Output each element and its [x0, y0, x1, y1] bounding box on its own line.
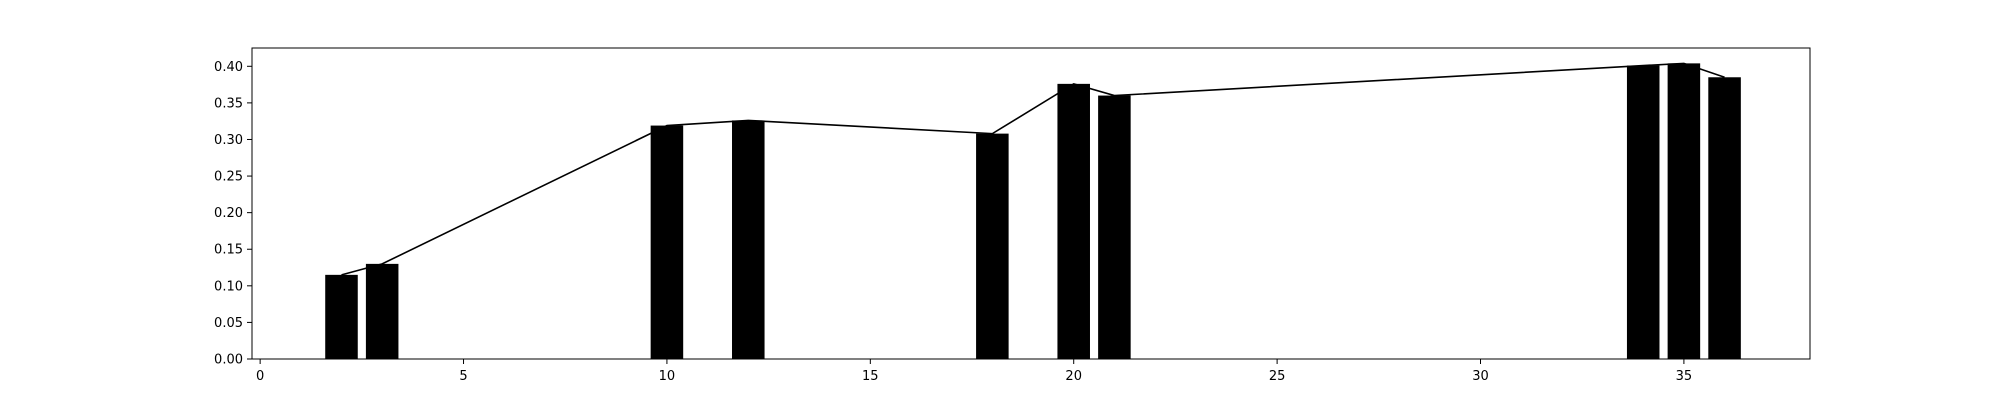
x-tick-label: 30	[1472, 369, 1489, 384]
y-tick-label: 0.35	[214, 96, 243, 111]
x-axis: 0 5 10 15 20 25 30 35	[256, 359, 1692, 384]
x-tick-label: 25	[1269, 369, 1286, 384]
trend-line	[341, 62, 1725, 276]
y-tick-label: 0.40	[214, 60, 243, 75]
plot-frame	[251, 47, 1811, 360]
bar	[1708, 77, 1741, 360]
x-tick-label: 10	[659, 369, 676, 384]
bar	[325, 274, 358, 359]
y-tick-label: 0.30	[214, 133, 243, 148]
bar	[1057, 83, 1090, 360]
bar	[976, 133, 1009, 359]
x-tick-label: 15	[862, 369, 879, 384]
y-tick-label: 0.10	[214, 279, 243, 294]
y-tick-label: 0.20	[214, 206, 243, 221]
bar	[650, 125, 684, 359]
y-tick-label: 0.00	[214, 353, 243, 368]
y-tick-label: 0.15	[214, 243, 243, 258]
x-tick-label: 35	[1676, 369, 1693, 384]
x-tick-label: 5	[459, 369, 467, 384]
bar	[1667, 63, 1701, 360]
bar	[365, 263, 399, 359]
y-tick-label: 0.05	[214, 316, 243, 331]
y-axis: 0.00 0.05 0.10 0.15 0.20 0.25 0.30 0.35 0.40	[214, 60, 252, 368]
x-tick-label: 20	[1065, 369, 1082, 384]
y-tick-label: 0.25	[214, 170, 243, 185]
bar-series	[325, 63, 1741, 360]
x-tick-label: 0	[256, 369, 264, 384]
bar	[732, 120, 765, 359]
bar	[1098, 95, 1131, 359]
bar	[1626, 65, 1660, 359]
